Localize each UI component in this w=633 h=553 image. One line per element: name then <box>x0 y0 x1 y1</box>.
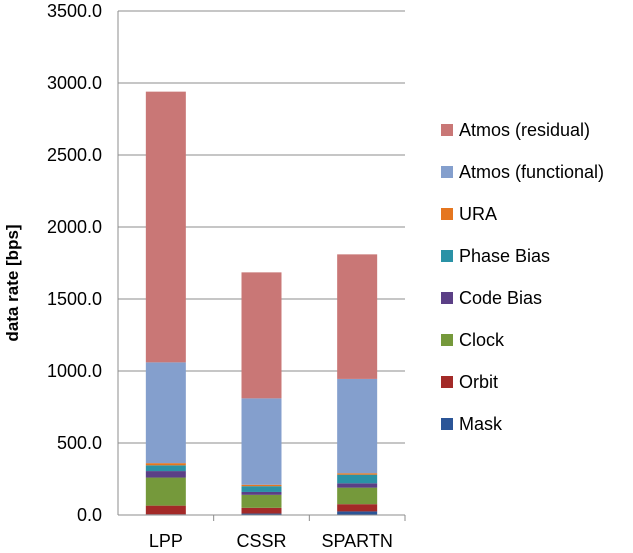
y-tick-label: 3500.0 <box>47 1 102 21</box>
legend-label-atmos-residual: Atmos (residual) <box>459 120 590 140</box>
bar-segment-orbit <box>145 505 186 515</box>
legend-label-ura: URA <box>459 204 497 224</box>
legend-label-atmos-functional: Atmos (functional) <box>459 162 604 182</box>
legend-swatch-atmos-residual <box>441 124 453 136</box>
bar-segment-clock <box>337 487 378 505</box>
legend-label-mask: Mask <box>459 414 503 434</box>
bar-segment-clock <box>145 477 186 506</box>
legend-label-clock: Clock <box>459 330 505 350</box>
y-tick-label: 2500.0 <box>47 145 102 165</box>
bar-segment-clock <box>241 494 282 508</box>
x-tick-label: LPP <box>149 531 183 551</box>
bar-segment-orbit <box>241 507 282 514</box>
bar-segment-atmos-residual <box>337 254 378 379</box>
bar-segment-ura <box>337 473 378 475</box>
legend-swatch-orbit <box>441 376 453 388</box>
bar-segment-atmos-functional <box>337 378 378 474</box>
bar-segment-code-bias <box>337 483 378 488</box>
legend-swatch-atmos-functional <box>441 166 453 178</box>
bar-segment-atmos-residual <box>241 272 282 399</box>
bar-segment-mask <box>337 511 378 515</box>
y-axis-title: data rate [bps] <box>3 224 22 341</box>
y-tick-label: 2000.0 <box>47 217 102 237</box>
bar-segment-code-bias <box>241 491 282 495</box>
y-axis: 0.0 500.0 1000.0 1500.0 2000.0 2500.0 3000.0 35… <box>47 1 119 525</box>
bar-segment-mask <box>241 513 282 515</box>
bar-segment-orbit <box>337 504 378 512</box>
legend-swatch-code-bias <box>441 292 453 304</box>
legend-label-phase-bias: Phase Bias <box>459 246 550 266</box>
legend-label-orbit: Orbit <box>459 372 498 392</box>
bar-segment-ura <box>145 463 186 466</box>
legend-swatch-ura <box>441 208 453 220</box>
bar-segment-phase-bias <box>241 486 282 492</box>
x-tick-label: SPARTN <box>321 531 392 551</box>
bar-segment-ura <box>241 484 282 487</box>
x-tick-label: CSSR <box>236 531 286 551</box>
y-tick-label: 500.0 <box>57 433 102 453</box>
bar-segment-phase-bias <box>337 474 378 484</box>
legend-swatch-phase-bias <box>441 250 453 262</box>
bar-segment-phase-bias <box>145 465 186 472</box>
legend: Atmos (residual) Atmos (functional) URA Pha… <box>441 120 604 434</box>
bar-segment-atmos-functional <box>145 362 186 464</box>
bar-segment-atmos-residual <box>145 91 186 363</box>
y-tick-label: 1000.0 <box>47 361 102 381</box>
bar-segment-atmos-functional <box>241 398 282 485</box>
y-tick-label: 0.0 <box>77 505 102 525</box>
bar-segment-code-bias <box>145 471 186 478</box>
y-tick-label: 3000.0 <box>47 73 102 93</box>
x-axis: LPP CSSR SPARTN <box>118 514 406 551</box>
y-tick-label: 1500.0 <box>47 289 102 309</box>
legend-swatch-clock <box>441 334 453 346</box>
bars <box>145 91 378 515</box>
legend-label-code-bias: Code Bias <box>459 288 542 308</box>
legend-swatch-mask <box>441 418 453 430</box>
